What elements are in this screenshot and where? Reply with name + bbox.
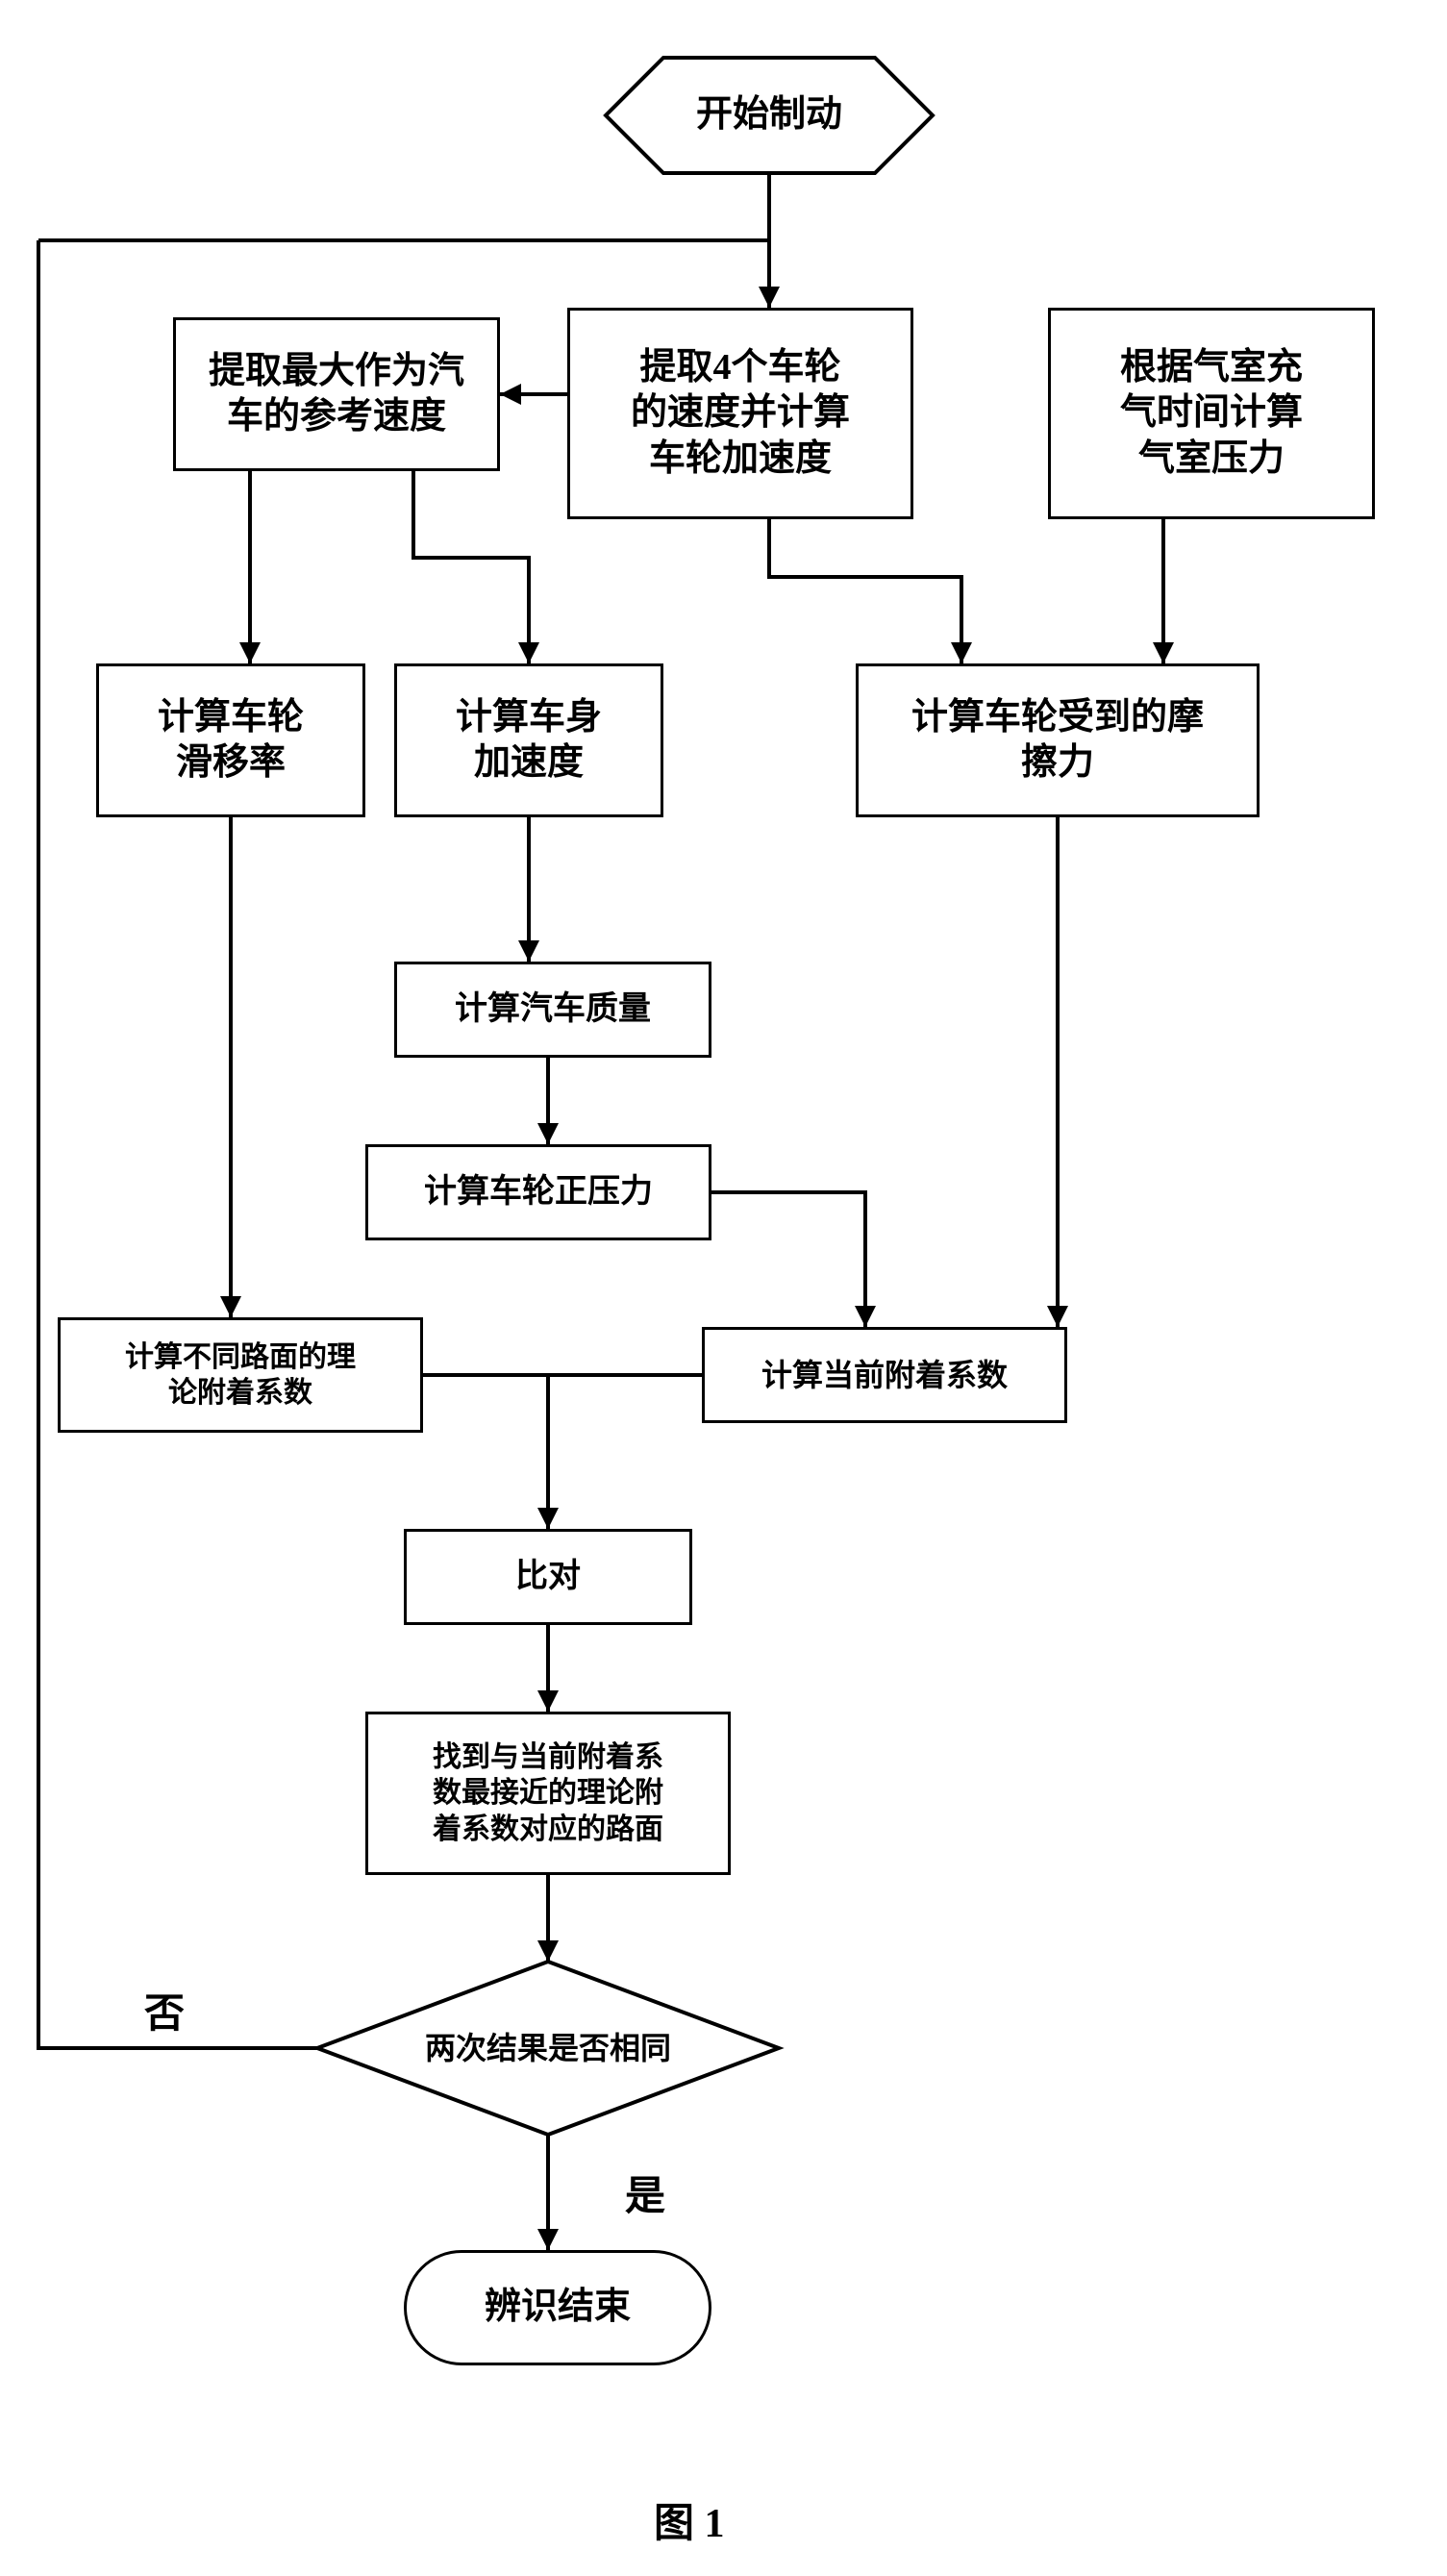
node-n_cmp: 比对 xyxy=(404,1529,692,1625)
node-start: 开始制动 xyxy=(606,58,933,173)
node-n_air: 根据气室充气时间计算气室压力 xyxy=(1048,308,1375,519)
node-label: 根据气室充气时间计算气室压力 xyxy=(1120,345,1303,483)
node-label: 计算车轮受到的摩擦力 xyxy=(911,695,1204,787)
node-n_curr: 计算当前附着系数 xyxy=(702,1327,1067,1423)
node-label: 比对 xyxy=(515,1557,581,1598)
edge-label: 否 xyxy=(144,1981,185,2039)
node-label: 计算车轮正压力 xyxy=(424,1172,653,1213)
node-dec: 两次结果是否相同 xyxy=(317,1962,779,2135)
node-label: 提取4个车轮的速度并计算车轮加速度 xyxy=(631,345,850,483)
node-n_slip: 计算车轮滑移率 xyxy=(96,663,365,817)
node-label: 提取最大作为汽车的参考速度 xyxy=(209,349,464,440)
node-label: 找到与当前附着系数最接近的理论附着系数对应的路面 xyxy=(433,1739,663,1848)
node-label: 辨识结束 xyxy=(485,2285,631,2331)
node-n_ref: 提取最大作为汽车的参考速度 xyxy=(173,317,500,471)
node-n_theo: 计算不同路面的理论附着系数 xyxy=(58,1317,423,1433)
node-n_find: 找到与当前附着系数最接近的理论附着系数对应的路面 xyxy=(365,1712,731,1875)
node-n_norm: 计算车轮正压力 xyxy=(365,1144,711,1240)
node-n_speed: 提取4个车轮的速度并计算车轮加速度 xyxy=(567,308,913,519)
node-n_mass: 计算汽车质量 xyxy=(394,962,711,1058)
node-label: 开始制动 xyxy=(696,92,842,138)
edge-label: 是 xyxy=(625,2163,665,2222)
figure-caption: 图 1 xyxy=(654,2490,725,2549)
node-label: 计算汽车质量 xyxy=(455,989,651,1031)
flowchart-canvas: 否是 开始制动提取4个车轮的速度并计算车轮加速度 提取最大作为汽车的参考速度 根据气室… xyxy=(0,0,1447,2576)
node-n_body: 计算车身加速度 xyxy=(394,663,663,817)
node-label: 计算不同路面的理论附着系数 xyxy=(125,1339,356,1412)
node-label: 计算当前附着系数 xyxy=(761,1356,1008,1394)
node-end: 辨识结束 xyxy=(404,2250,711,2365)
node-label: 计算车身加速度 xyxy=(456,695,602,787)
node-label: 两次结果是否相同 xyxy=(425,2029,671,2067)
node-n_fric: 计算车轮受到的摩擦力 xyxy=(856,663,1260,817)
node-label: 计算车轮滑移率 xyxy=(158,695,304,787)
